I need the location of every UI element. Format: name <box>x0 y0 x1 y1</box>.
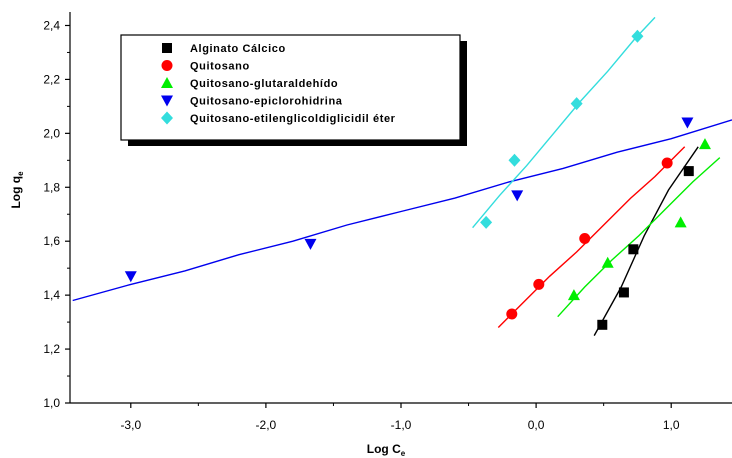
y-tick-label: 1,0 <box>43 396 60 410</box>
x-ticks: -3,0 -2,0 -1,0 0,0 1,0 <box>120 403 680 432</box>
data-point-series-2 <box>567 289 580 301</box>
legend-items: Alginato Cálcico Quitosano Quitosano-gluta… <box>161 43 396 125</box>
legend-marker-0 <box>162 43 172 53</box>
data-markers <box>124 29 711 330</box>
fit-lines <box>72 16 732 336</box>
legend-label-2: Quitosano-glutaraldehído <box>190 78 338 90</box>
legend-marker-1 <box>161 60 173 71</box>
y-tick-label: 2,0 <box>43 126 60 140</box>
data-point-series-3 <box>304 238 317 250</box>
legend-label-0: Alginato Cálcico <box>190 43 286 55</box>
x-tick-label: -3,0 <box>120 418 141 432</box>
data-point-series-2 <box>601 256 614 268</box>
fit-line-series-2 <box>557 157 721 318</box>
y-tick-label: 1,6 <box>43 234 60 248</box>
legend-label-4: Quitosano-etilenglicoldiglicidil éter <box>190 113 396 125</box>
fit-line-series-0 <box>593 146 699 336</box>
data-point-series-0 <box>597 319 608 330</box>
data-point-series-4 <box>508 153 521 167</box>
y-ticks: 1,0 1,2 1,4 1,6 1,8 2,0 2,2 2,4 <box>43 18 70 410</box>
fit-line-series-3 <box>72 119 732 302</box>
x-tick-label: -2,0 <box>256 418 277 432</box>
legend-label-1: Quitosano <box>190 61 250 73</box>
data-point-series-1 <box>533 278 545 290</box>
data-point-series-0 <box>618 287 629 298</box>
x-axis-title-main: Log C <box>367 442 401 456</box>
data-point-series-3 <box>511 190 524 202</box>
y-tick-label: 1,2 <box>43 342 60 356</box>
legend-box <box>120 34 461 141</box>
fit-line-series-4 <box>472 16 656 229</box>
x-tick-label: -1,0 <box>391 418 412 432</box>
data-point-series-2 <box>698 138 711 150</box>
y-tick-label: 2,2 <box>43 72 60 86</box>
y-tick-label: 2,4 <box>43 18 60 32</box>
data-point-series-4 <box>570 97 583 111</box>
legend-marker-3 <box>161 95 173 107</box>
data-point-series-3 <box>124 271 137 283</box>
data-point-series-4 <box>480 215 493 229</box>
legend-marker-4 <box>161 111 173 125</box>
x-tick-label: 0,0 <box>528 418 545 432</box>
y-tick-label: 1,8 <box>43 180 60 194</box>
y-axis-title-sub: e <box>16 171 25 176</box>
data-point-series-1 <box>579 233 591 245</box>
fit-line-series-1 <box>497 146 686 328</box>
x-tick-label: 1,0 <box>663 418 680 432</box>
data-point-series-1 <box>661 157 673 169</box>
legend-marker-2 <box>161 77 173 88</box>
y-axis-title-main: Log q <box>9 176 23 209</box>
data-point-series-2 <box>674 216 687 228</box>
y-tick-label: 1,4 <box>43 288 60 302</box>
x-axis-title-sub: e <box>401 449 406 458</box>
data-point-series-4 <box>631 29 644 43</box>
data-point-series-0 <box>628 244 639 255</box>
legend: Alginato Cálcico Quitosano Quitosano-gluta… <box>120 34 467 146</box>
x-axis-title: Log Ce <box>367 442 406 458</box>
y-axis-title: Log qe <box>9 171 25 209</box>
data-point-series-3 <box>681 117 694 129</box>
data-point-series-1 <box>506 308 518 320</box>
legend-label-3: Quitosano-epiclorohidrina <box>190 96 343 108</box>
data-point-series-0 <box>683 166 694 177</box>
